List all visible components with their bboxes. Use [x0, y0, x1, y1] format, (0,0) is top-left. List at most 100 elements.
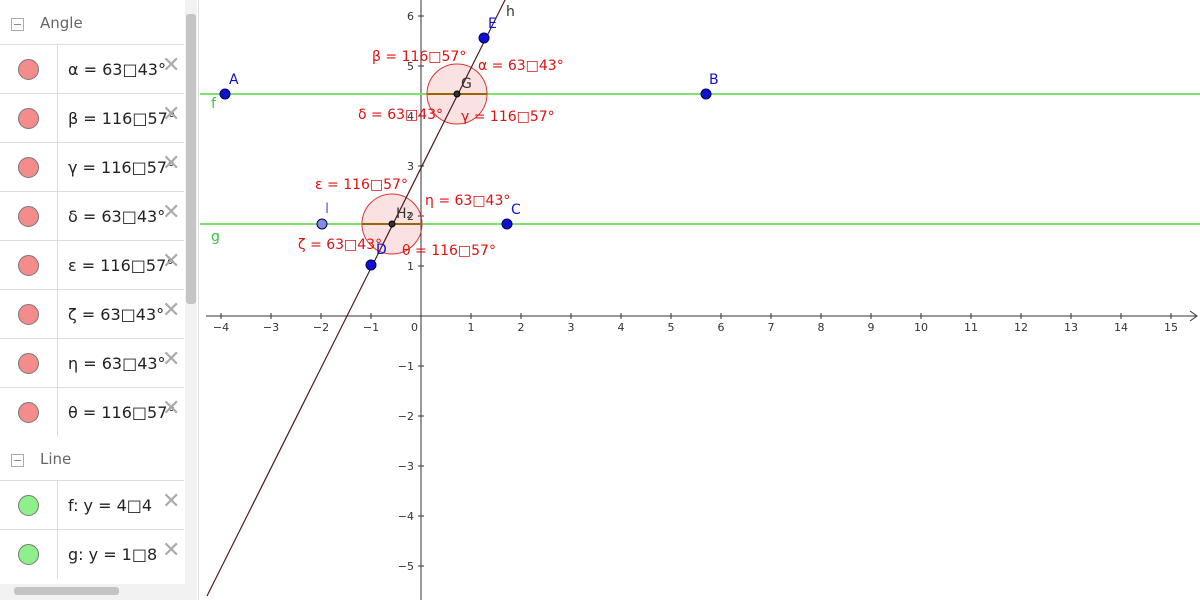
cell-divider: [57, 290, 185, 339]
y-tick-label: 4: [407, 110, 414, 123]
visibility-toggle[interactable]: [18, 206, 39, 227]
algebra-row: δ = 63□43° ✕: [0, 191, 184, 241]
x-tick-label: −3: [263, 321, 279, 334]
point-label: G: [461, 76, 472, 92]
x-tick-label: 11: [964, 321, 978, 334]
visibility-toggle[interactable]: [18, 544, 39, 565]
point[interactable]: [219, 88, 231, 100]
y-tick-label: 6: [407, 10, 414, 23]
line-h[interactable]: [206, 0, 510, 597]
line-label: h: [506, 4, 515, 20]
point-label: A: [229, 72, 239, 88]
delete-button[interactable]: ✕: [162, 200, 181, 225]
algebra-item: f: y = 4□4: [68, 496, 153, 515]
x-tick-label: 6: [718, 321, 725, 334]
x-tick-label: 9: [868, 321, 875, 334]
y-tick-label: 5: [407, 60, 414, 73]
y-tick-label: −4: [398, 510, 414, 523]
h-scrollbar-thumb[interactable]: [14, 587, 119, 595]
point[interactable]: [478, 32, 490, 44]
cell-divider: [57, 339, 185, 388]
angle-label: δ = 63□43°: [358, 107, 443, 123]
x-tick-label: 7: [768, 321, 775, 334]
visibility-toggle[interactable]: [18, 255, 39, 276]
algebra-row: γ = 116□57° ✕: [0, 142, 184, 192]
delete-button[interactable]: ✕: [162, 396, 181, 421]
visibility-toggle[interactable]: [18, 59, 39, 80]
y-tick-label: −2: [398, 410, 414, 423]
algebra-item: η = 63□43°: [68, 354, 166, 373]
algebra-row: α = 63□43° ✕: [0, 44, 184, 94]
cell-divider: [57, 241, 185, 290]
delete-button[interactable]: ✕: [162, 347, 181, 372]
visibility-toggle[interactable]: [18, 495, 39, 516]
y-tick-label: −1: [398, 360, 414, 373]
y-tick-label: 3: [407, 160, 414, 173]
algebra-row: ε = 116□57° ✕: [0, 240, 184, 290]
angle-label: γ = 116□57°: [461, 109, 555, 125]
delete-button[interactable]: ✕: [162, 298, 181, 323]
point-label: B: [709, 72, 719, 88]
group-title: Line: [40, 450, 72, 468]
collapse-icon[interactable]: [11, 454, 24, 467]
angle-label: ε = 116□57°: [315, 177, 408, 193]
algebra-item: β = 116□57°: [68, 109, 176, 128]
point[interactable]: [388, 220, 396, 228]
algebra-item: ε = 116□57°: [68, 256, 175, 275]
y-tick-label: 2: [407, 210, 414, 223]
scrollbar-thumb[interactable]: [186, 14, 196, 304]
delete-button[interactable]: ✕: [162, 489, 181, 514]
visibility-toggle[interactable]: [18, 353, 39, 374]
cell-divider: [57, 45, 185, 94]
group-header: Line: [0, 436, 184, 480]
visibility-toggle[interactable]: [18, 157, 39, 178]
cell-divider: [57, 388, 185, 437]
algebra-row: β = 116□57° ✕: [0, 93, 184, 143]
algebra-row: ζ = 63□43° ✕: [0, 289, 184, 339]
algebra-item: γ = 116□57°: [68, 158, 176, 177]
cell-divider: [57, 94, 185, 143]
angle-label: β = 116□57°: [372, 49, 466, 65]
line-label: f: [211, 96, 217, 112]
point-label: C: [511, 202, 521, 218]
point-label: D: [376, 242, 387, 258]
angle-label: α = 63□43°: [478, 58, 564, 74]
point[interactable]: [453, 90, 461, 98]
algebra-view: Angle α = 63□43° ✕ β = 116□57° ✕ γ = 116□57° ✕…: [0, 0, 199, 600]
visibility-toggle[interactable]: [18, 108, 39, 129]
delete-button[interactable]: ✕: [162, 151, 181, 176]
group-header: Angle: [0, 0, 184, 44]
x-tick-label: 10: [914, 321, 928, 334]
x-tick-label: −2: [313, 321, 329, 334]
cell-divider: [57, 192, 185, 241]
point[interactable]: [316, 218, 328, 230]
delete-button[interactable]: ✕: [162, 53, 181, 78]
point[interactable]: [365, 259, 377, 271]
cell-divider: [57, 530, 185, 579]
point[interactable]: [501, 218, 513, 230]
algebra-row: η = 63□43° ✕: [0, 338, 184, 388]
point[interactable]: [700, 88, 712, 100]
x-tick-label: 3: [568, 321, 575, 334]
algebra-row: θ = 116□57° ✕: [0, 387, 184, 437]
algebra-item: δ = 63□43°: [68, 207, 166, 226]
algebra-row: f: y = 4□4 ✕: [0, 480, 184, 530]
delete-button[interactable]: ✕: [162, 249, 181, 274]
algebra-item: θ = 116□57°: [68, 403, 176, 422]
x-tick-label: 12: [1014, 321, 1028, 334]
delete-button[interactable]: ✕: [162, 538, 181, 563]
visibility-toggle[interactable]: [18, 304, 39, 325]
x-tick-label: 14: [1114, 321, 1128, 334]
collapse-icon[interactable]: [11, 18, 24, 31]
delete-button[interactable]: ✕: [162, 102, 181, 127]
angle-label: θ = 116□57°: [402, 243, 496, 259]
x-tick-label: 8: [818, 321, 825, 334]
line-label: g: [211, 229, 220, 245]
x-arrow: [1189, 310, 1198, 322]
point-label: I: [325, 201, 329, 217]
algebra-item: g: y = 1□8: [68, 545, 158, 564]
group-title: Angle: [40, 14, 83, 32]
y-tick-label: −5: [398, 560, 414, 573]
visibility-toggle[interactable]: [18, 402, 39, 423]
